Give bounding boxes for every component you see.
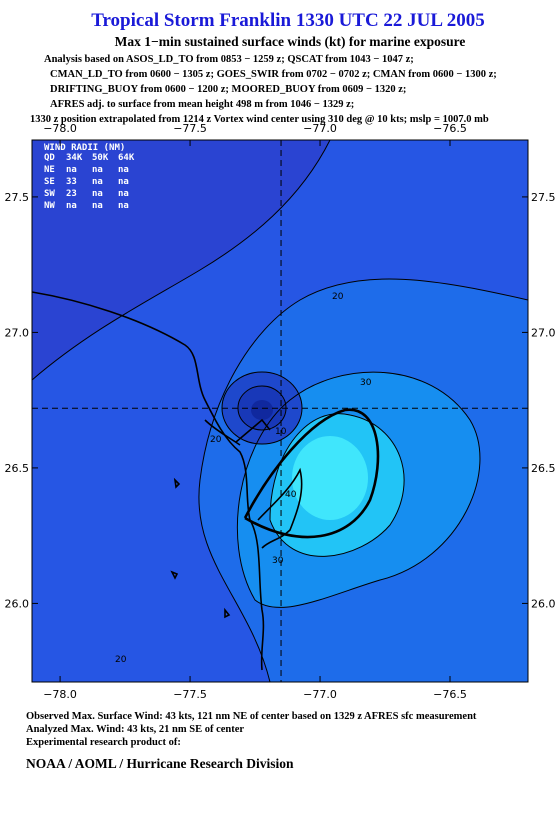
organization: NOAA / AOML / Hurricane Research Divisio… [26,756,294,771]
y-tick-label: 26.0 [531,597,556,610]
analysis-line: 1330 z position extrapolated from 1214 z… [30,114,489,125]
radii-cell: na [118,201,129,211]
radii-cell: na [92,177,103,187]
radii-cell: na [118,177,129,187]
y-tick-label: 26.0 [5,597,30,610]
radii-cell: na [66,165,77,175]
y-tick-label: 27.0 [531,326,556,339]
radii-cell: SE [44,177,55,187]
footer-line: Experimental research product of: [26,737,181,748]
analysis-notes: Analysis based on ASOS_LD_TO from 0853 −… [30,54,497,125]
x-tick-label: −77.5 [173,688,207,701]
y-tick-label: 26.5 [5,462,30,475]
radii-cell: SW [44,189,55,199]
radii-cell: na [92,201,103,211]
x-tick-label: −77.0 [303,688,337,701]
contour-label: 30 [360,378,372,388]
radii-column: QD [44,153,55,163]
x-tick-label: −78.0 [43,122,77,135]
radii-cell: 33 [66,177,77,187]
contour-label: 20 [210,435,222,445]
low-3 [251,400,273,420]
radii-cell: NE [44,165,55,175]
contour-label: 20 [115,655,127,665]
radii-column: 34K [66,153,83,163]
analysis-line: Analysis based on ASOS_LD_TO from 0853 −… [44,54,414,65]
x-tick-label: −76.5 [433,122,467,135]
radii-cell: na [118,189,129,199]
y-tick-label: 26.5 [531,462,556,475]
y-tick-label: 27.5 [531,191,556,204]
y-tick-label: 27.0 [5,326,30,339]
contour-label: 30 [272,556,284,566]
map: 20304010203020 WIND RADII (NM)QD34K50K64… [32,140,528,682]
radii-column: 50K [92,153,109,163]
radii-cell: 23 [66,189,77,199]
region [32,140,330,380]
coastline [32,291,303,671]
title: Tropical Storm Franklin 1330 UTC 22 JUL … [91,10,485,31]
analysis-line: DRIFTING_BUOY from 0600 − 1200 z; MOORED… [50,84,406,95]
footer: Observed Max. Surface Wind: 43 kts, 121 … [26,711,477,771]
x-tick-label: −78.0 [43,688,77,701]
radii-cell: na [66,201,77,211]
subtitle: Max 1−min sustained surface winds (kt) f… [115,34,466,49]
analysis-line: CMAN_LD_TO from 0600 − 1305 z; GOES_SWIR… [50,69,497,80]
footer-line: Observed Max. Surface Wind: 43 kts, 121 … [26,711,477,722]
x-tick-label: −77.0 [303,122,337,135]
footer-line: Analyzed Max. Wind: 43 kts, 21 nm SE of … [26,724,244,735]
radii-cell: na [92,189,103,199]
analysis-line: AFRES adj. to surface from mean height 4… [50,99,354,110]
contours [32,140,528,682]
radii-column: 64K [118,153,135,163]
x-tick-label: −76.5 [433,688,467,701]
34kt-radius [243,408,380,539]
radii-cell: NW [44,201,55,211]
y-tick-label: 27.5 [5,191,30,204]
radii-cell: na [92,165,103,175]
plot-frame [31,139,529,683]
x-tick-label: −77.5 [173,122,207,135]
contour-inner [292,436,368,520]
contour-label: 20 [332,292,344,302]
radii-title: WIND RADII (NM) [44,143,125,153]
contour-label: 40 [285,490,297,500]
radii-cell: na [118,165,129,175]
